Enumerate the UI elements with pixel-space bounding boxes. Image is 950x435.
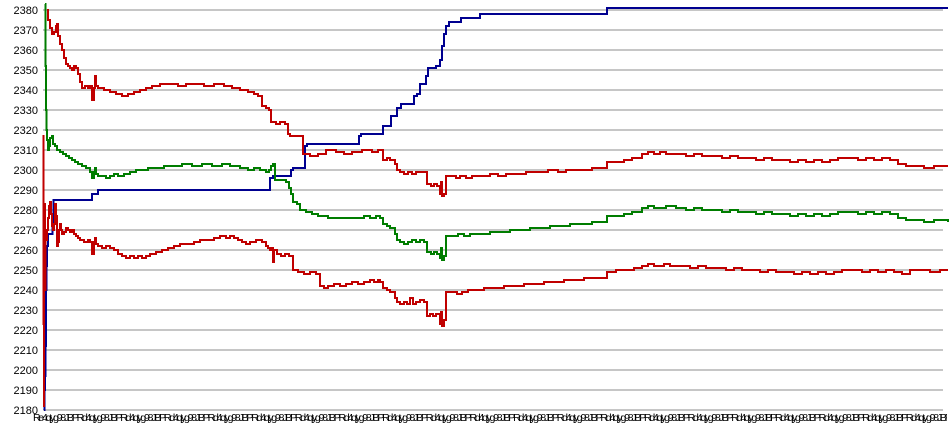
y-axis-tick-label: 2280 — [14, 205, 38, 217]
y-axis-tick-label: 2370 — [14, 25, 38, 37]
y-axis-tick-label: 2350 — [14, 65, 38, 77]
y-axis-tick-label: 2310 — [14, 145, 38, 157]
y-axis-tick-label: 2240 — [14, 285, 38, 297]
y-axis-tick-label: 2200 — [14, 365, 38, 377]
y-axis-tick-label: 2250 — [14, 265, 38, 277]
y-axis-tick-label: 2300 — [14, 165, 38, 177]
y-axis-tick-label: 2210 — [14, 345, 38, 357]
y-axis-tick-label: 2330 — [14, 105, 38, 117]
y-axis-tick-label: 2270 — [14, 225, 38, 237]
series-lower-red-line — [42, 135, 948, 407]
y-axis-tick-label: 2380 — [14, 5, 38, 17]
series-upper-red-line — [47, 9, 948, 197]
y-axis-tick-label: 2360 — [14, 45, 38, 57]
series-blue-step-line — [43, 7, 948, 411]
series-green-mid-line — [44, 3, 949, 261]
y-axis-tick-label: 2320 — [14, 125, 38, 137]
y-axis-tick-label: 2230 — [14, 305, 38, 317]
y-axis-tick-label: 2340 — [14, 85, 38, 97]
x-axis-tick-label-smear: Re4qtyg98JBPRd4qtyg98JBPRd4qtyg98JBPRd4q… — [33, 412, 947, 424]
y-axis-tick-label: 2260 — [14, 245, 38, 257]
y-axis-tick-label: 2180 — [14, 405, 38, 417]
y-axis-tick-label: 2290 — [14, 185, 38, 197]
y-axis-tick-label: 2190 — [14, 385, 38, 397]
y-axis-tick-label: 2220 — [14, 325, 38, 337]
